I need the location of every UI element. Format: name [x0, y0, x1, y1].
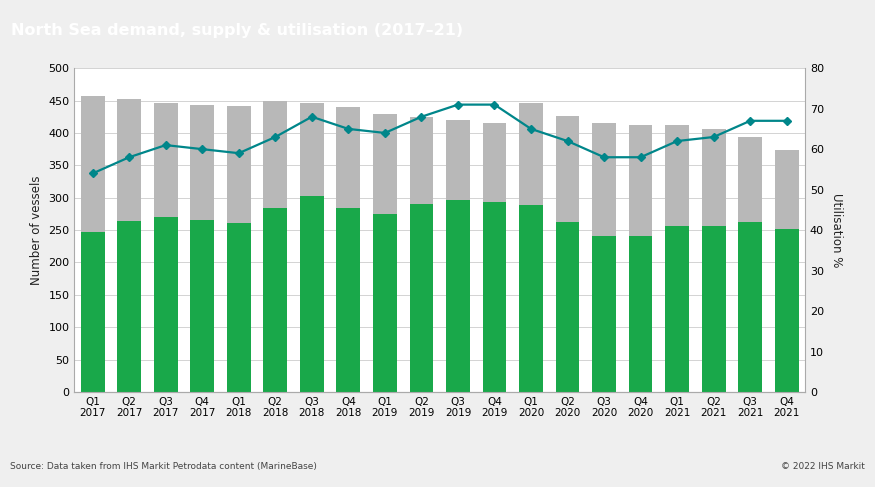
Bar [629, 125, 653, 392]
Bar [738, 222, 762, 392]
Bar [483, 123, 507, 392]
Bar [446, 200, 470, 392]
Bar [117, 99, 141, 392]
Bar [337, 208, 360, 392]
Bar [154, 217, 178, 392]
Bar [191, 221, 214, 392]
Bar [665, 125, 689, 392]
Bar [410, 117, 433, 392]
Bar [519, 206, 542, 392]
Bar [373, 113, 396, 392]
Bar [191, 105, 214, 392]
Bar [556, 116, 579, 392]
Text: © 2022 IHS Markit: © 2022 IHS Markit [780, 462, 864, 471]
Bar [775, 229, 799, 392]
Bar [227, 223, 250, 392]
Bar [775, 150, 799, 392]
Bar [227, 106, 250, 392]
Bar [556, 223, 579, 392]
Bar [592, 236, 616, 392]
Bar [483, 202, 507, 392]
Bar [702, 225, 725, 392]
Bar [519, 103, 542, 392]
Text: North Sea demand, supply & utilisation (2017–21): North Sea demand, supply & utilisation (… [11, 23, 464, 38]
Bar [300, 196, 324, 392]
Bar [702, 129, 725, 392]
Y-axis label: Utilisation %: Utilisation % [830, 193, 844, 267]
Bar [263, 208, 287, 392]
Y-axis label: Number of vessels: Number of vessels [30, 175, 43, 285]
Bar [410, 204, 433, 392]
Bar [117, 221, 141, 392]
Bar [80, 96, 104, 392]
Bar [446, 120, 470, 392]
Text: Source: Data taken from IHS Markit Petrodata content (MarineBase): Source: Data taken from IHS Markit Petro… [10, 462, 318, 471]
Bar [80, 232, 104, 392]
Bar [300, 102, 324, 392]
Bar [337, 107, 360, 392]
Bar [629, 236, 653, 392]
Bar [592, 123, 616, 392]
Bar [154, 103, 178, 392]
Bar [263, 101, 287, 392]
Bar [738, 137, 762, 392]
Bar [373, 214, 396, 392]
Bar [665, 225, 689, 392]
